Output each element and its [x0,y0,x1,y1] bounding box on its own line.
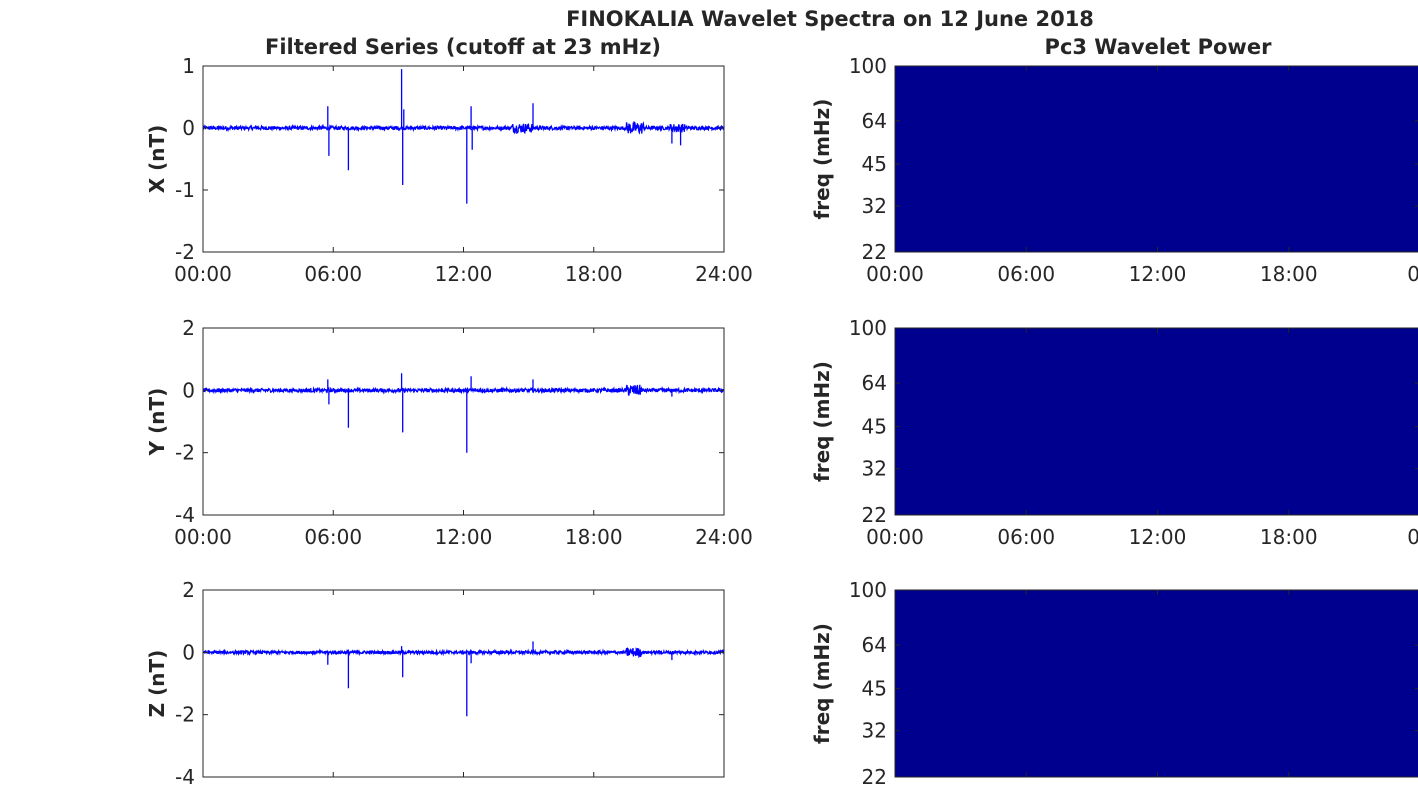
y-tick-label: 100 [849,54,887,78]
y-tick-label: 22 [862,503,887,527]
y-tick-label: 64 [862,109,887,133]
y-axis-label: freq (mHz) [810,623,834,744]
wavelet-panel-y: 22 32 45 64 100 00:00 06:00 12:00 18:00 00 freq (m… [810,316,1418,549]
y-tick-label: 2 [182,316,195,340]
x-tick-label: 00:00 [174,262,232,286]
series-panel-x: -2 -1 0 1 00:00 06:00 12:00 18:00 24:00 X (nT) [145,54,753,286]
x-tick-label: 00:00 [866,262,924,286]
x-tick-label: 24:00 [695,262,753,286]
y-tick-label: -4 [175,503,195,527]
series-line [202,69,725,204]
y-tick-label: 45 [862,677,887,701]
x-tick-label: 06:00 [997,262,1055,286]
y-tick-label: 45 [862,415,887,439]
y-tick-label: -2 [175,441,195,465]
y-tick-label: -2 [175,703,195,727]
x-tick-label: 12:00 [435,262,493,286]
x-tick-label: 24:00 [695,525,753,549]
series-panel-z: -4 -2 0 2 Z (nT) [145,578,725,788]
plot-area [203,66,724,252]
y-tick-label: 100 [849,578,887,602]
left-column-title: Filtered Series (cutoff at 23 mHz) [265,35,661,59]
series-panel-y: -4 -2 0 2 00:00 06:00 12:00 18:00 24:00 Y (nT) [145,316,753,549]
spectrogram-power-map [895,66,1418,252]
y-tick-label: -1 [175,178,195,202]
y-tick-label: -4 [175,765,195,788]
x-tick-label: 00 [1407,262,1418,286]
x-tick-label: 06:00 [304,262,362,286]
x-tick-label: 12:00 [1129,262,1187,286]
y-tick-label: 0 [182,378,195,402]
series-line [202,373,725,453]
y-axis-label: freq (mHz) [810,361,834,482]
y-tick-label: 32 [862,194,887,218]
y-axis-label: X (nT) [145,125,169,194]
figure-title: FINOKALIA Wavelet Spectra on 12 June 201… [566,7,1094,31]
x-tick-label: 00 [1407,525,1418,549]
spectrogram-power-map [895,328,1418,515]
y-tick-label: 22 [862,240,887,264]
y-tick-label: 22 [862,765,887,788]
y-tick-label: 2 [182,578,195,602]
x-tick-label: 12:00 [435,525,493,549]
x-tick-label: 00:00 [866,525,924,549]
y-tick-label: 32 [862,457,887,481]
x-tick-label: 06:00 [997,525,1055,549]
x-tick-label: 06:00 [304,525,362,549]
y-tick-label: 64 [862,371,887,395]
y-tick-label: 45 [862,152,887,176]
y-tick-label: 0 [182,116,195,140]
x-tick-label: 18:00 [1260,525,1318,549]
spectrogram-power-map [895,590,1418,777]
y-tick-label: 100 [849,316,887,340]
x-tick-label: 18:00 [1260,262,1318,286]
y-tick-label: -2 [175,240,195,264]
x-tick-label: 18:00 [565,262,623,286]
wavelet-panel-x: 22 32 45 64 100 00:00 06:00 12:00 18:00 00 freq (m… [810,54,1418,286]
wavelet-panel-z: 22 32 45 64 100 freq (mHz) [810,578,1418,788]
y-tick-label: 1 [182,54,195,78]
right-column-title: Pc3 Wavelet Power [1045,35,1273,59]
y-tick-label: 0 [182,640,195,664]
y-tick-label: 64 [862,633,887,657]
x-tick-label: 00:00 [174,525,232,549]
y-axis-label: Y (nT) [145,388,169,457]
plot-area [203,328,724,515]
series-line [202,641,725,717]
plot-area [203,590,724,777]
y-axis-label: freq (mHz) [810,99,834,220]
x-tick-label: 12:00 [1129,525,1187,549]
y-tick-label: 32 [862,719,887,743]
x-tick-label: 18:00 [565,525,623,549]
y-axis-label: Z (nT) [145,650,169,718]
